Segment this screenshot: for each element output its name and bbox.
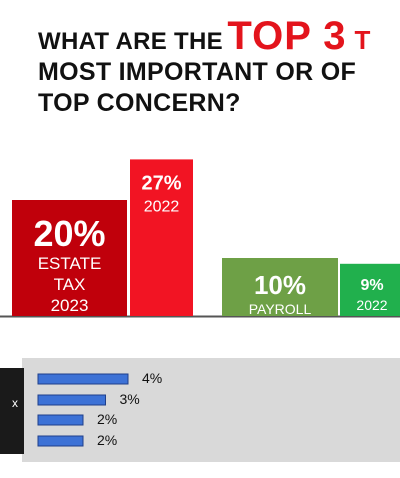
bar-category-label: PAYROLL (249, 301, 312, 317)
main-bar-chart: 20%ESTATETAX202327%202210%PAYROLLTAX2023… (0, 159, 400, 325)
bar-payroll-tax-2022 (340, 263, 400, 316)
bar-category-label: 2022 (356, 297, 387, 313)
bar-category-label: TAX (54, 275, 86, 294)
mini-bar-value-label: 2% (97, 411, 117, 427)
bar-category-label: ESTATE (38, 254, 102, 273)
mini-bar-value-label: 2% (97, 432, 117, 448)
side-label: x (12, 396, 18, 410)
bar-category-label: 2023 (51, 296, 89, 315)
bar-estate-tax-2022 (130, 159, 193, 316)
heading-suffix: T (354, 25, 371, 55)
bar-value-label: 27% (141, 172, 181, 194)
mini-bar (37, 435, 84, 447)
heading-line-3: TOP CONCERN? (38, 89, 241, 117)
bar-value-label: 10% (254, 270, 306, 300)
mini-bar (37, 414, 84, 426)
side-label-box: x (0, 368, 24, 454)
bar-category-label: 2022 (144, 198, 180, 215)
heading-highlight: TOP 3 (227, 14, 347, 58)
secondary-bar-chart: 4%3%2%2% (37, 370, 162, 448)
mini-bar-value-label: 3% (120, 391, 140, 407)
mini-bar-value-label: 4% (142, 370, 162, 386)
heading-prefix: WHAT ARE THE (38, 28, 223, 55)
heading-line-2: MOST IMPORTANT OR OF (38, 58, 357, 86)
mini-bar (37, 394, 106, 406)
bar-payroll-tax-2023 (222, 258, 338, 316)
bar-estate-tax-2023 (12, 200, 127, 316)
mini-bar (37, 373, 129, 385)
bar-value-label: 9% (360, 277, 383, 294)
bar-value-label: 20% (33, 213, 105, 254)
bar-category-label: TAX (267, 319, 294, 325)
